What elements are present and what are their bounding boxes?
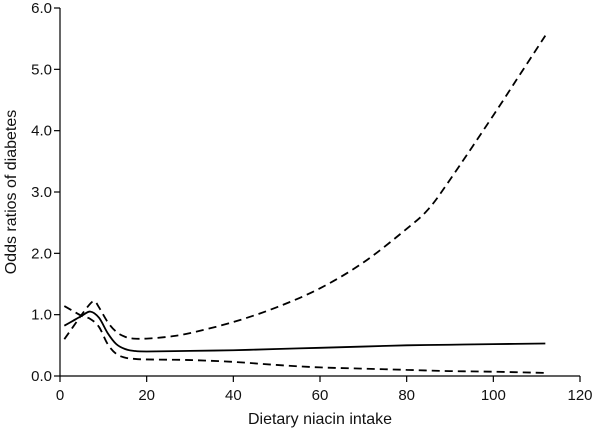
x-tick-label: 100 [481,387,506,404]
x-tick-label: 0 [56,387,64,404]
odds-ratio-line [63,310,546,353]
y-tick-label: 5.0 [31,61,52,78]
y-tick-label: 3.0 [31,184,52,201]
series-group [63,35,547,374]
x-tick-label: 120 [567,387,592,404]
x-tick-label: 20 [138,387,155,404]
upper-ci-line [63,35,547,340]
y-tick-label: 2.0 [31,245,52,262]
y-tick-label: 4.0 [31,123,52,140]
y-tick-label: 0.0 [31,368,52,385]
y-tick-label: 6.0 [31,0,52,17]
ticks-group: 0.0 1.0 2.0 3.0 4.0 5.0 6.0 0 20 40 60 80 100 120 [31,0,592,404]
y-tick-label: 1.0 [31,307,52,324]
lower-ci-line [63,305,546,374]
x-tick-label: 80 [398,387,415,404]
axes-group [59,8,580,377]
y-axis-title: Odds ratios of diabetes [3,110,20,275]
x-tick-label: 60 [312,387,329,404]
x-tick-label: 40 [225,387,242,404]
x-axis-title: Dietary niacin intake [248,411,392,428]
